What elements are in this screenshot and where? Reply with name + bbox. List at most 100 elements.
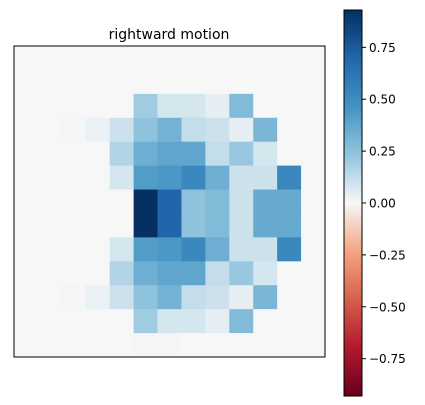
heatmap-cell-r8-c2: [61, 237, 87, 262]
heatmap-cell-r12-c10: [253, 333, 278, 358]
heatmap-cell-r2-c10: [253, 93, 278, 119]
heatmap-cell-r10-c5: [133, 285, 158, 310]
heatmap-cell-r7-c10: [253, 213, 278, 238]
heatmap-cell-r5-c10: [253, 165, 278, 190]
heatmap-cell-r1-c2: [61, 69, 87, 95]
heatmap-cell-r4-c6: [157, 141, 182, 166]
heatmap-cell-r1-c4: [109, 69, 134, 95]
heatmap-cell-r11-c3: [85, 309, 111, 334]
heatmap-cell-r12-c8: [205, 333, 230, 358]
heatmap-cell-r11-c4: [109, 309, 134, 334]
heatmap-cell-r2-c7: [181, 93, 206, 119]
heatmap-cell-r7-c1: [37, 213, 63, 238]
heatmap-cell-r9-c4: [109, 261, 134, 286]
heatmap-cell-r0-c3: [85, 46, 111, 71]
heatmap-cell-r11-c0: [14, 309, 39, 334]
heatmap-cell-r5-c6: [157, 165, 182, 190]
heatmap-cell-r1-c0: [14, 69, 39, 95]
heatmap-cell-r9-c11: [277, 261, 302, 286]
heatmap-cell-r8-c4: [109, 237, 134, 262]
heatmap-cell-r6-c7: [181, 189, 206, 214]
heatmap-cell-r3-c3: [85, 117, 111, 143]
heatmap-cell-r5-c0: [14, 165, 39, 190]
heatmap-cell-r1-c5: [133, 69, 158, 95]
chart-title: rightward motion: [109, 27, 230, 43]
heatmap-cell-r10-c9: [229, 285, 254, 310]
heatmap-cell-r2-c11: [277, 93, 302, 119]
heatmap-cell-r6-c6: [157, 189, 182, 214]
heatmap-cell-r2-c4: [109, 93, 134, 119]
colorbar: 0.75 0.50 0.25 0.00 −0.25 −0.50 −0.75: [343, 9, 406, 397]
heatmap-cell-r2-c3: [85, 93, 111, 119]
heatmap-cell-r5-c5: [133, 165, 158, 190]
heatmap-cell-r8-c5: [133, 237, 158, 262]
heatmap-cell-r11-c10: [253, 309, 278, 334]
heatmap-cell-r3-c9: [229, 117, 254, 143]
heatmap-cell-r4-c7: [181, 141, 206, 166]
heatmap-cell-r2-c2: [61, 93, 87, 119]
heatmap-cell-r7-c8: [205, 213, 230, 238]
heatmap-cell-r0-c12: [301, 46, 326, 71]
heatmap-cell-r9-c10: [253, 261, 278, 286]
heatmap-cell-r8-c8: [205, 237, 230, 262]
heatmap-cell-r3-c11: [277, 117, 302, 143]
colorbar-ticks: 0.75 0.50 0.25 0.00 −0.25 −0.50 −0.75: [362, 41, 406, 366]
heatmap-cell-r8-c9: [229, 237, 254, 262]
heatmap-cell-r3-c4: [109, 117, 134, 143]
heatmap-cell-r9-c1: [37, 261, 63, 286]
heatmap-cell-r11-c6: [157, 309, 182, 334]
colorbar-gradient: [344, 10, 362, 396]
heatmap-cell-r5-c11: [277, 165, 302, 190]
heatmap-cell-r2-c1: [37, 93, 63, 119]
heatmap-cell-r9-c5: [133, 261, 158, 286]
heatmap-cell-r4-c3: [85, 141, 111, 166]
heatmap-cell-r6-c12: [301, 189, 326, 214]
heatmap-cell-r6-c5: [133, 189, 158, 214]
heatmap-cell-r10-c8: [205, 285, 230, 310]
heatmap-cell-r11-c9: [229, 309, 254, 334]
heatmap-cell-r9-c3: [85, 261, 111, 286]
heatmap-cell-r0-c4: [109, 46, 134, 71]
heatmap-cell-r3-c6: [157, 117, 182, 143]
heatmap-cell-r11-c5: [133, 309, 158, 334]
heatmap-cell-r1-c7: [181, 69, 206, 95]
heatmap-cell-r5-c9: [229, 165, 254, 190]
heatmap-cell-r0-c5: [133, 46, 158, 71]
heatmap-cell-r7-c12: [301, 213, 326, 238]
heatmap-cell-r0-c0: [14, 46, 39, 71]
heatmap-cell-r4-c2: [61, 141, 87, 166]
heatmap-cell-r12-c12: [301, 333, 326, 358]
heatmap-cell-r8-c1: [37, 237, 63, 262]
colorbar-tick-label-1: 0.50: [369, 93, 396, 107]
heatmap-cell-r8-c0: [14, 237, 39, 262]
heatmap-cell-r12-c3: [85, 333, 111, 358]
heatmap-cell-r11-c7: [181, 309, 206, 334]
heatmap-cell-r7-c6: [157, 213, 182, 238]
heatmap-cell-r0-c1: [37, 46, 63, 71]
heatmap-cell-r2-c12: [301, 93, 326, 119]
heatmap-cell-r9-c2: [61, 261, 87, 286]
heatmap-cell-r3-c8: [205, 117, 230, 143]
heatmap-cell-r7-c3: [85, 213, 111, 238]
heatmap-cell-r9-c8: [205, 261, 230, 286]
heatmap-cell-r2-c8: [205, 93, 230, 119]
plot-frame: [13, 45, 326, 358]
heatmap-cell-r8-c10: [253, 237, 278, 262]
heatmap-cell-r1-c8: [205, 69, 230, 95]
heatmap-cell-r8-c12: [301, 237, 326, 262]
heatmap-cell-r7-c4: [109, 213, 134, 238]
heatmap-cell-r7-c11: [277, 213, 302, 238]
heatmap-cell-r2-c0: [14, 93, 39, 119]
heatmap-cell-r2-c9: [229, 93, 254, 119]
heatmap-cell-r0-c8: [205, 46, 230, 71]
heatmap-cell-r12-c6: [157, 333, 182, 358]
heatmap-cell-r6-c4: [109, 189, 134, 214]
heatmap-cell-r5-c7: [181, 165, 206, 190]
heatmap-cell-r8-c11: [277, 237, 302, 262]
heatmap-cell-r11-c8: [205, 309, 230, 334]
heatmap-cell-r5-c3: [85, 165, 111, 190]
heatmap-cell-r9-c7: [181, 261, 206, 286]
heatmap-cell-r1-c3: [85, 69, 111, 95]
heatmap-cell-r0-c7: [181, 46, 206, 71]
heatmap-cell-r6-c10: [253, 189, 278, 214]
